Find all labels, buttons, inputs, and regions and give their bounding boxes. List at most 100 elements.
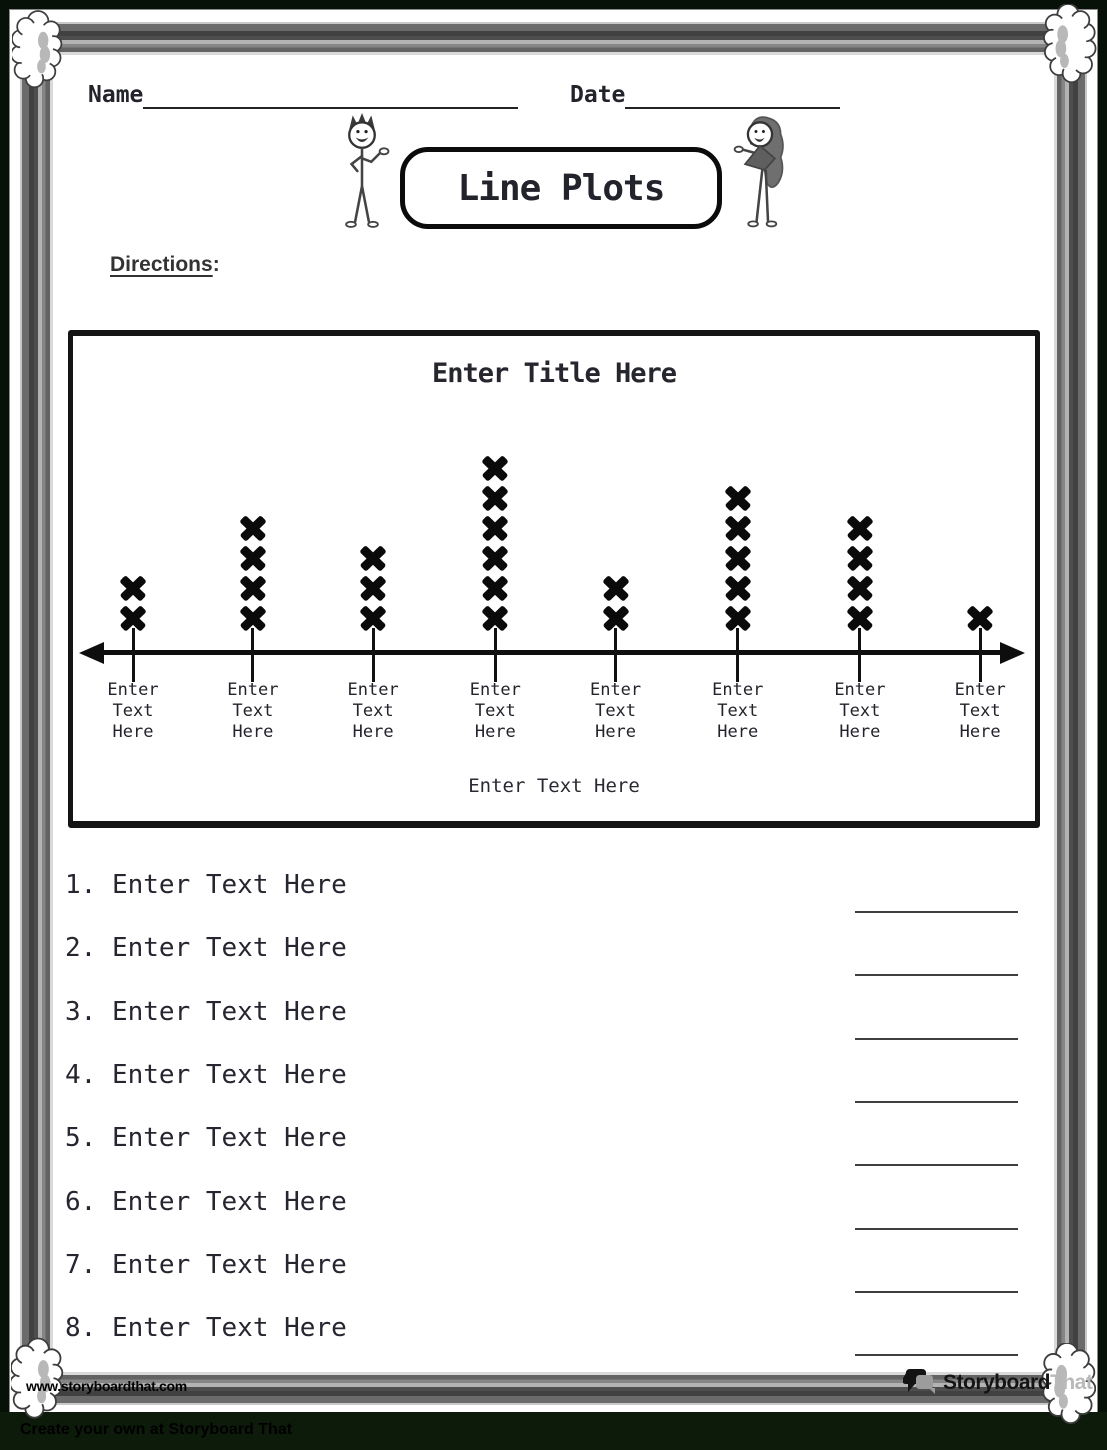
- x-marker-icon: [482, 456, 509, 480]
- x-marker-stack: [239, 516, 266, 630]
- question-text[interactable]: 8. Enter Text Here: [65, 1313, 347, 1344]
- tick-label[interactable]: Enter Text Here: [107, 680, 159, 742]
- axis-tick: [858, 628, 862, 682]
- frame-band-left: [20, 22, 53, 1405]
- axis-tick: [736, 628, 740, 682]
- x-marker-icon: [846, 516, 873, 540]
- answer-blank-line[interactable]: [855, 974, 1018, 977]
- question-row: 4. Enter Text Here: [10, 1050, 1097, 1114]
- bottom-bar-text: Create your own at Storyboard That: [20, 1421, 293, 1438]
- logo-storyboard: Storyboard: [943, 1371, 1051, 1394]
- tick-label[interactable]: Enter Text Here: [347, 680, 399, 742]
- axis-arrow-left-icon: [79, 641, 104, 664]
- tick-label[interactable]: Enter Text Here: [834, 680, 886, 742]
- x-marker-icon: [239, 606, 266, 630]
- x-marker-icon: [724, 516, 751, 540]
- x-axis-label[interactable]: Enter Text Here: [468, 775, 640, 797]
- answer-blank-line[interactable]: [855, 1290, 1018, 1293]
- question-row: 6. Enter Text Here: [10, 1177, 1097, 1241]
- x-marker-stack: [602, 576, 629, 630]
- x-marker-icon: [846, 606, 873, 630]
- date-blank-line[interactable]: [625, 82, 840, 109]
- question-text[interactable]: 5. Enter Text Here: [65, 1123, 347, 1154]
- plot-column: Enter Text Here: [810, 336, 910, 821]
- bottom-bar: Create your own at Storyboard That: [0, 1412, 1107, 1450]
- tick-label[interactable]: Enter Text Here: [469, 680, 521, 742]
- x-marker-icon: [846, 576, 873, 600]
- speech-bubbles-icon: [903, 1369, 935, 1394]
- x-marker-stack: [482, 456, 509, 630]
- x-marker-icon: [482, 546, 509, 570]
- x-marker-icon: [602, 606, 629, 630]
- x-marker-icon: [482, 486, 509, 510]
- answer-blank-line[interactable]: [855, 1227, 1018, 1230]
- question-text[interactable]: 7. Enter Text Here: [65, 1249, 347, 1280]
- name-label: Name: [88, 82, 144, 108]
- x-marker-icon: [967, 606, 994, 630]
- tick-label[interactable]: Enter Text Here: [712, 680, 764, 742]
- question-row: 3. Enter Text Here: [10, 987, 1097, 1051]
- x-marker-stack: [724, 486, 751, 630]
- x-marker-icon: [724, 486, 751, 510]
- worksheet-title[interactable]: Line Plots: [457, 167, 666, 209]
- question-row: 5. Enter Text Here: [10, 1113, 1097, 1177]
- x-marker-icon: [602, 576, 629, 600]
- question-text[interactable]: 4. Enter Text Here: [65, 1059, 347, 1090]
- question-row: 7. Enter Text Here: [10, 1240, 1097, 1304]
- answer-blank-line[interactable]: [855, 1354, 1018, 1357]
- x-marker-icon: [239, 546, 266, 570]
- x-marker-icon: [846, 546, 873, 570]
- x-marker-stack: [360, 546, 387, 630]
- plot-column: Enter Text Here: [930, 336, 1030, 821]
- tick-label[interactable]: Enter Text Here: [227, 680, 279, 742]
- worksheet-page: Name Date Line Plots D: [10, 4, 1097, 1425]
- plot-column: Enter Text Here: [445, 336, 545, 821]
- tick-label[interactable]: Enter Text Here: [954, 680, 1006, 742]
- x-marker-icon: [724, 576, 751, 600]
- x-marker-icon: [482, 576, 509, 600]
- website-url: www.storyboardthat.com: [26, 1378, 187, 1394]
- x-marker-stack: [120, 576, 147, 630]
- storyboardthat-logo: StoryboardThat: [903, 1367, 1093, 1399]
- axis-tick: [493, 628, 497, 682]
- question-row: 1. Enter Text Here: [10, 860, 1097, 924]
- answer-blank-line[interactable]: [855, 1100, 1018, 1103]
- answer-blank-line[interactable]: [855, 1037, 1018, 1040]
- x-marker-icon: [360, 546, 387, 570]
- x-marker-stack: [846, 516, 873, 630]
- x-marker-icon: [360, 606, 387, 630]
- question-text[interactable]: 3. Enter Text Here: [65, 996, 347, 1027]
- x-marker-icon: [724, 606, 751, 630]
- line-plot-box: Enter Title Here Enter Text Here Enter Te…: [68, 330, 1040, 828]
- plot-column: Enter Text Here: [203, 336, 303, 821]
- x-marker-icon: [482, 516, 509, 540]
- cloud-corner-bottom-left: [11, 1337, 64, 1419]
- question-row: 8. Enter Text Here: [10, 1303, 1097, 1367]
- x-marker-icon: [120, 606, 147, 630]
- tick-label[interactable]: Enter Text Here: [589, 680, 642, 742]
- cloud-corner-bottom-right: [1041, 1343, 1096, 1425]
- plot-column: Enter Text Here: [566, 336, 666, 821]
- question-text[interactable]: 2. Enter Text Here: [65, 933, 347, 964]
- plot-column: Enter Text Here: [83, 336, 183, 821]
- logo-that: That: [1050, 1371, 1093, 1394]
- name-blank-line[interactable]: [143, 82, 518, 109]
- x-marker-icon: [120, 576, 147, 600]
- axis-tick: [978, 628, 982, 682]
- axis-tick: [251, 628, 255, 682]
- answer-blank-line[interactable]: [855, 911, 1018, 913]
- boy-stick-figure: [345, 113, 390, 228]
- question-row: 2. Enter Text Here: [10, 923, 1097, 987]
- girl-stick-figure: [733, 116, 784, 228]
- number-line-axis: [79, 641, 1025, 664]
- x-marker-icon: [724, 546, 751, 570]
- date-label: Date: [570, 82, 626, 108]
- answer-blank-line[interactable]: [855, 1164, 1018, 1167]
- plot-title[interactable]: Enter Title Here: [431, 358, 677, 389]
- plot-column: Enter Text Here: [688, 336, 788, 821]
- question-text[interactable]: 6. Enter Text Here: [65, 1186, 347, 1217]
- logo-wordmark: StoryboardThat: [943, 1371, 1093, 1395]
- cloud-corner-top-left: [12, 10, 63, 89]
- x-marker-icon: [482, 606, 509, 630]
- question-text[interactable]: 1. Enter Text Here: [65, 870, 347, 900]
